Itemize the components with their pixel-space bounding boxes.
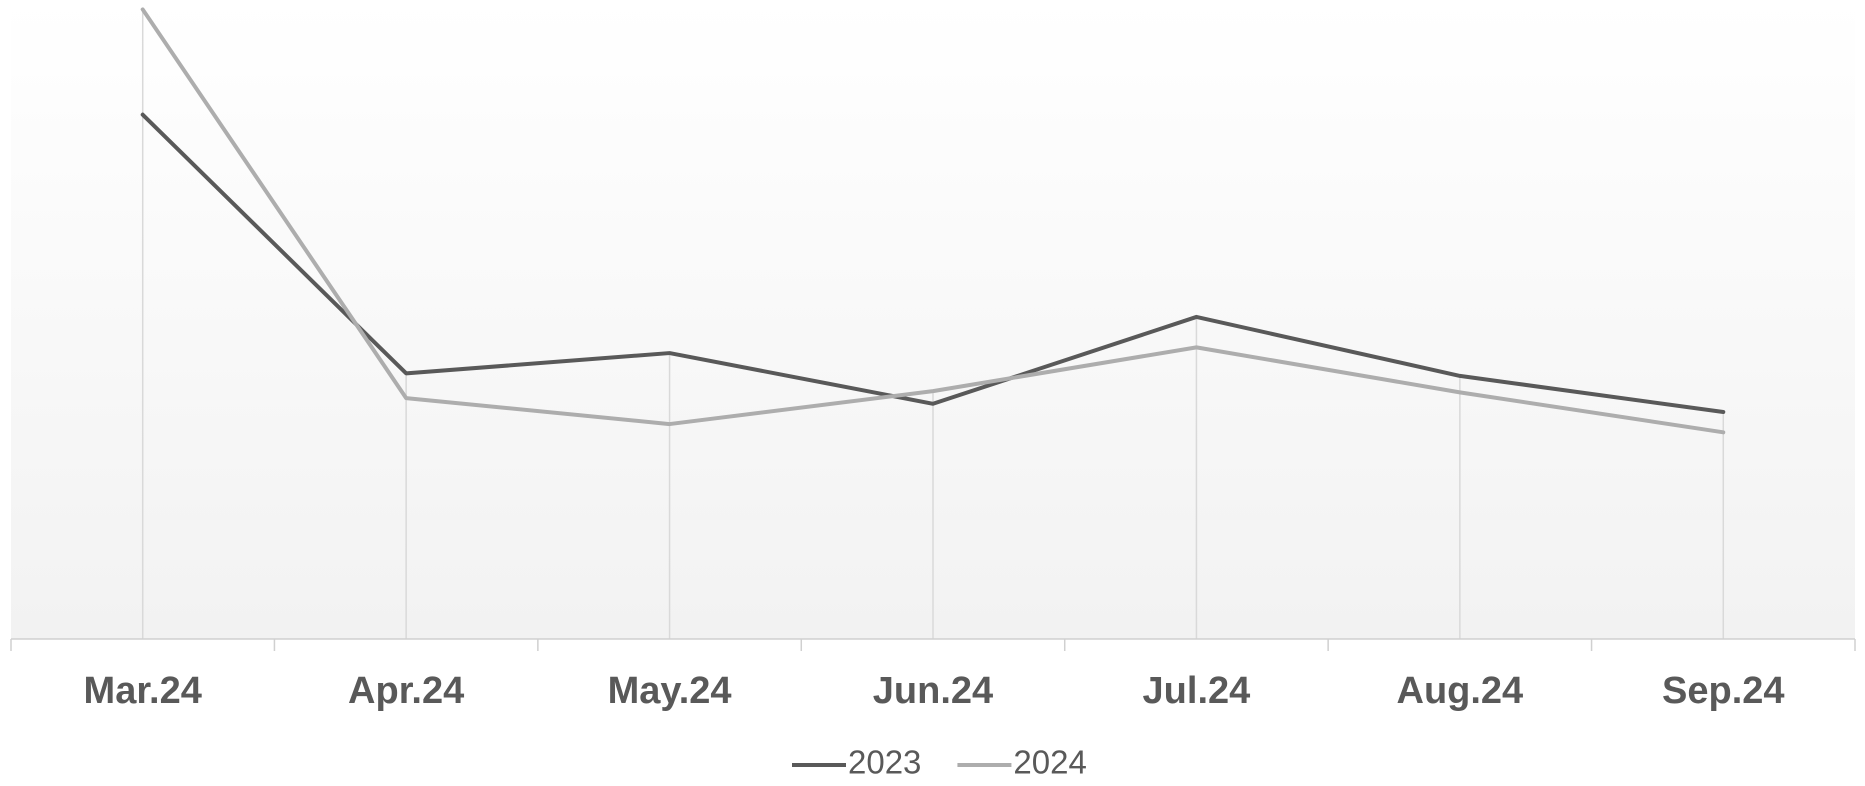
x-tick-label: Jun.24: [873, 670, 993, 712]
x-tick-label: Mar.24: [84, 670, 202, 712]
x-tick-label: Aug.24: [1397, 670, 1524, 712]
legend-label: 2024: [1013, 744, 1086, 781]
legend-label: 2023: [848, 744, 921, 781]
x-tick-label: May.24: [608, 670, 732, 712]
x-tick-label: Sep.24: [1662, 670, 1785, 712]
series-line: [140, 112, 1726, 415]
series-line: [140, 7, 1726, 435]
x-tick-label: Jul.24: [1143, 670, 1251, 712]
x-tick-label: Apr.24: [348, 670, 464, 712]
